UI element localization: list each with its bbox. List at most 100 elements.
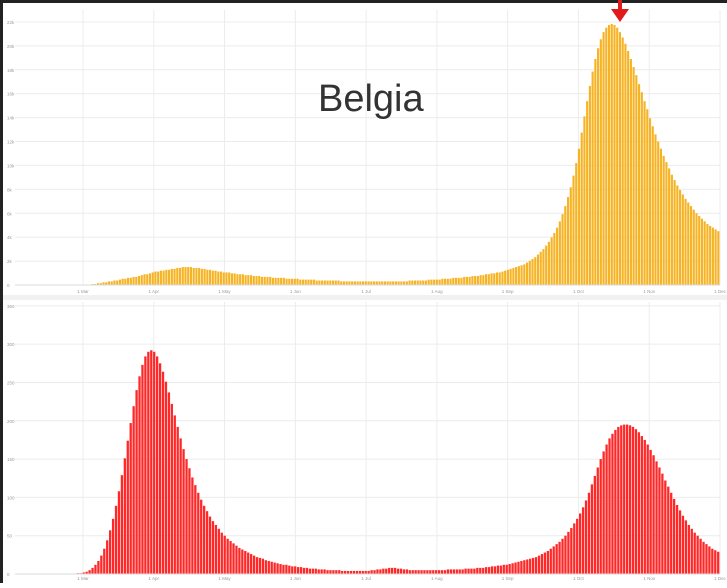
deaths-bar bbox=[558, 541, 561, 574]
deaths-bar bbox=[173, 415, 176, 574]
deaths-bar bbox=[373, 570, 376, 574]
deaths-bar bbox=[158, 363, 162, 574]
cases-bar bbox=[151, 272, 154, 285]
cases-y-tick-label: 16k bbox=[7, 92, 15, 97]
cases-bar bbox=[627, 50, 630, 286]
cases-bar bbox=[684, 198, 687, 285]
cases-bar bbox=[362, 281, 365, 285]
deaths-x-tick-label: 1 Apr bbox=[149, 576, 160, 581]
cases-bar bbox=[476, 276, 479, 285]
cases-bar bbox=[394, 281, 397, 285]
cases-bar bbox=[506, 269, 509, 285]
deaths-bar bbox=[279, 564, 282, 574]
deaths-bar bbox=[355, 570, 359, 574]
cases-bar bbox=[364, 281, 367, 285]
cases-bar bbox=[310, 279, 313, 285]
cases-bar bbox=[225, 272, 228, 285]
cases-bar bbox=[517, 266, 520, 285]
cases-bar bbox=[176, 267, 179, 285]
deaths-y-tick-label: 50 bbox=[7, 534, 13, 539]
deaths-bar bbox=[699, 538, 702, 574]
deaths-bar bbox=[520, 560, 523, 574]
deaths-bar bbox=[217, 528, 220, 574]
cases-bar bbox=[550, 237, 553, 285]
deaths-bar bbox=[458, 569, 461, 574]
deaths-bar bbox=[467, 568, 470, 574]
cases-bar bbox=[523, 264, 526, 286]
deaths-bar bbox=[100, 555, 103, 574]
cases-bar bbox=[528, 260, 531, 285]
deaths-y-tick-label: 200 bbox=[7, 419, 15, 424]
deaths-bar bbox=[617, 426, 620, 574]
deaths-bar bbox=[623, 424, 626, 574]
cases-bar bbox=[359, 281, 362, 285]
deaths-bar bbox=[608, 438, 611, 574]
cases-bar bbox=[255, 276, 258, 285]
cases-bar bbox=[239, 274, 242, 285]
cases-y-tick-label: 10k bbox=[7, 163, 15, 168]
cases-bar bbox=[692, 209, 695, 285]
deaths-bar bbox=[106, 540, 109, 574]
cases-bar bbox=[203, 268, 206, 285]
deaths-bar bbox=[549, 548, 552, 574]
cases-bar bbox=[116, 280, 119, 285]
cases-x-tick-label: 1 May bbox=[218, 289, 231, 294]
cases-bar bbox=[493, 273, 496, 285]
deaths-bar bbox=[164, 381, 168, 574]
deaths-bar bbox=[626, 424, 629, 574]
deaths-bar bbox=[693, 532, 696, 574]
cases-bar bbox=[206, 269, 209, 285]
cases-y-tick-label: 8k bbox=[7, 187, 13, 192]
cases-bar bbox=[454, 277, 458, 285]
deaths-bar bbox=[385, 568, 388, 574]
deaths-bar bbox=[461, 569, 464, 574]
cases-bar bbox=[659, 148, 663, 285]
cases-bar bbox=[107, 281, 111, 285]
cases-bar bbox=[129, 277, 132, 285]
cases-y-tick-label: 14k bbox=[7, 116, 15, 121]
deaths-bar bbox=[511, 563, 514, 574]
deaths-bar bbox=[94, 564, 97, 574]
cases-bar bbox=[356, 281, 359, 285]
deaths-bar bbox=[153, 351, 156, 574]
deaths-bar bbox=[194, 485, 197, 574]
deaths-bar bbox=[332, 570, 335, 574]
cases-bar bbox=[629, 59, 632, 285]
cases-bar bbox=[96, 283, 100, 285]
cases-bar bbox=[654, 134, 657, 285]
deaths-bar bbox=[581, 507, 585, 574]
deaths-bar bbox=[396, 568, 400, 574]
deaths-bar bbox=[135, 390, 138, 574]
deaths-bar bbox=[414, 570, 417, 574]
deaths-bar bbox=[344, 570, 347, 574]
deaths-bar bbox=[349, 570, 353, 574]
deaths-bar bbox=[479, 567, 482, 574]
deaths-x-tick-label: 1 May bbox=[218, 576, 231, 581]
cases-bar bbox=[258, 276, 261, 285]
deaths-bar bbox=[411, 570, 414, 574]
deaths-bar bbox=[323, 569, 326, 574]
cases-bar bbox=[219, 271, 223, 285]
deaths-y-tick-label: 300 bbox=[7, 342, 15, 347]
cases-bar bbox=[687, 202, 690, 285]
cases-bar bbox=[178, 267, 182, 285]
deaths-bar bbox=[529, 558, 532, 574]
arrow-head bbox=[611, 9, 629, 22]
cases-bar bbox=[610, 24, 613, 286]
cases-bar bbox=[383, 281, 387, 285]
deaths-bar bbox=[696, 535, 699, 574]
cases-bar bbox=[113, 280, 116, 285]
cases-bar bbox=[403, 281, 406, 285]
cases-bar bbox=[561, 214, 564, 285]
deaths-bar bbox=[370, 570, 373, 574]
deaths-bar bbox=[449, 569, 453, 574]
deaths-bar bbox=[211, 521, 215, 574]
cases-bar bbox=[192, 267, 195, 285]
cases-bar bbox=[433, 279, 436, 285]
deaths-bar bbox=[97, 560, 100, 574]
deaths-bar bbox=[576, 518, 579, 574]
cases-bar bbox=[165, 269, 168, 285]
cases-bar bbox=[422, 280, 425, 285]
deaths-bar bbox=[241, 549, 244, 574]
